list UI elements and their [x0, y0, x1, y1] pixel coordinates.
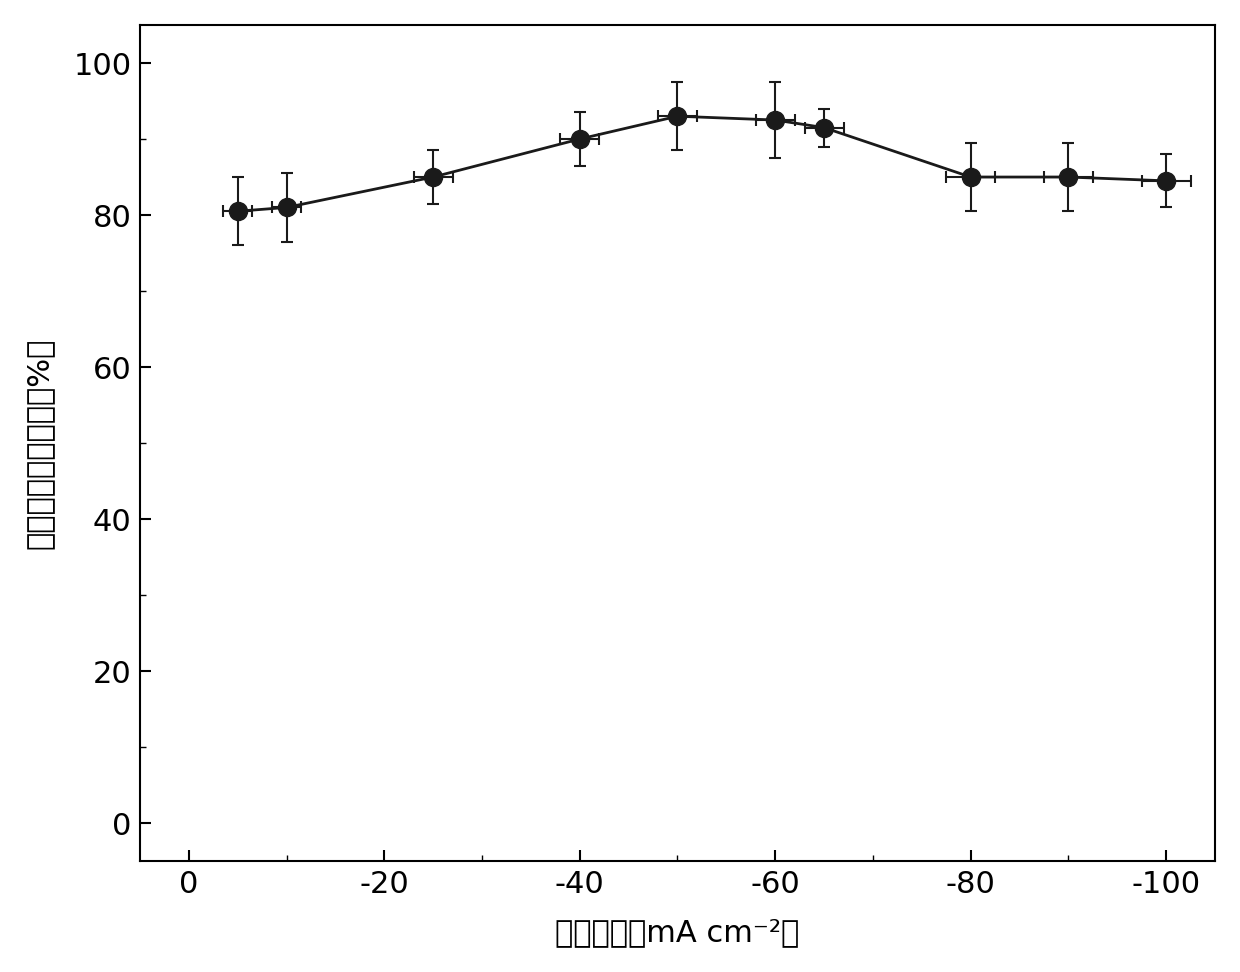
Y-axis label: 甲酸的法拉第效率（%）: 甲酸的法拉第效率（%）	[25, 337, 55, 549]
X-axis label: 电流密度（mA cm⁻²）: 电流密度（mA cm⁻²）	[556, 918, 800, 947]
